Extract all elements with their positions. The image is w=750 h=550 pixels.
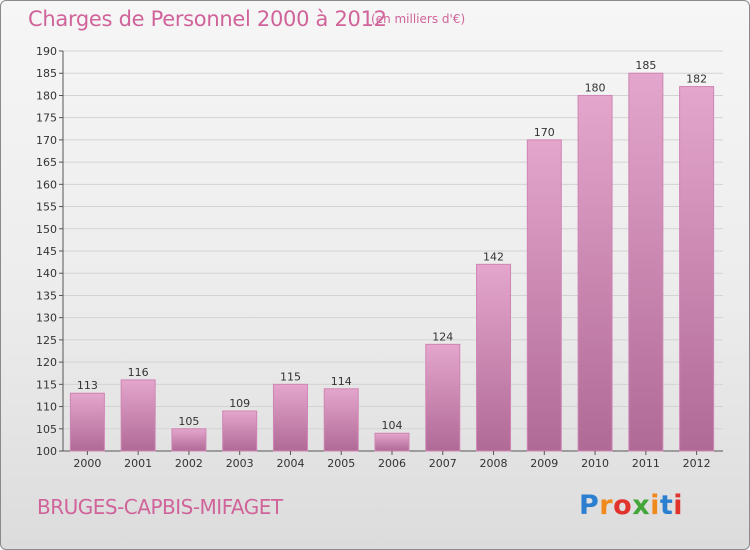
bar [374, 432, 410, 452]
bar [526, 139, 562, 452]
y-tick-label: 135 [36, 289, 57, 302]
bar [679, 86, 715, 452]
proxiti-logo: Proxiti [579, 490, 683, 521]
data-label: 109 [229, 397, 250, 410]
x-tick-label: 2012 [683, 457, 711, 470]
bar [120, 379, 156, 452]
data-label: 180 [585, 81, 606, 94]
y-tick-label: 190 [36, 45, 57, 58]
bar [628, 72, 664, 452]
x-tick-label: 2004 [276, 457, 304, 470]
x-tick-label: 2007 [429, 457, 457, 470]
y-tick-label: 170 [36, 134, 57, 147]
data-label: 185 [635, 59, 656, 72]
data-label: 116 [128, 366, 149, 379]
data-label: 170 [534, 126, 555, 139]
y-tick-label: 110 [36, 401, 57, 414]
data-label: 114 [331, 375, 352, 388]
y-tick-label: 115 [36, 378, 57, 391]
x-tick-label: 2010 [581, 457, 609, 470]
data-label: 124 [432, 330, 453, 343]
x-tick-label: 2002 [175, 457, 203, 470]
x-tick-label: 2011 [632, 457, 660, 470]
y-tick-label: 175 [36, 112, 57, 125]
y-tick-label: 180 [36, 89, 57, 102]
y-tick-label: 150 [36, 223, 57, 236]
y-tick-label: 120 [36, 356, 57, 369]
y-tick-label: 125 [36, 334, 57, 347]
x-tick-label: 2001 [124, 457, 152, 470]
logo-letter: r [599, 490, 614, 521]
data-label: 182 [686, 73, 707, 86]
y-tick-label: 100 [36, 445, 57, 458]
bar [69, 392, 105, 452]
bar [171, 428, 207, 452]
logo-letter: i [673, 490, 684, 521]
logo-letter: P [579, 490, 600, 521]
bar [272, 383, 308, 452]
logo-letter: x [632, 490, 651, 521]
y-tick-label: 160 [36, 178, 57, 191]
y-tick-label: 165 [36, 156, 57, 169]
y-tick-label: 105 [36, 423, 57, 436]
x-tick-label: 2006 [378, 457, 406, 470]
chart-title: Charges de Personnel 2000 à 2012 [28, 7, 387, 31]
data-label: 113 [77, 379, 98, 392]
bar [476, 263, 512, 452]
y-tick-label: 145 [36, 245, 57, 258]
data-label: 142 [483, 250, 504, 263]
bar [425, 343, 461, 452]
y-tick-label: 155 [36, 201, 57, 214]
bar [577, 94, 613, 452]
logo-letter: t [659, 490, 674, 521]
chart-units: (en milliers d'€) [371, 12, 466, 26]
x-tick-label: 2008 [480, 457, 508, 470]
logo-letter: o [613, 490, 633, 521]
y-tick-label: 185 [36, 67, 57, 80]
x-tick-label: 2003 [226, 457, 254, 470]
data-label: 104 [382, 419, 403, 432]
x-tick-label: 2000 [73, 457, 101, 470]
data-label: 105 [178, 415, 199, 428]
y-tick-label: 130 [36, 312, 57, 325]
x-tick-label: 2009 [530, 457, 558, 470]
bar [323, 388, 359, 452]
y-tick-label: 140 [36, 267, 57, 280]
bar [222, 410, 258, 452]
place-name: BRUGES-CAPBIS-MIFAGET [37, 495, 283, 519]
x-tick-label: 2005 [327, 457, 355, 470]
logo-letter: i [650, 490, 660, 521]
data-label: 115 [280, 370, 301, 383]
